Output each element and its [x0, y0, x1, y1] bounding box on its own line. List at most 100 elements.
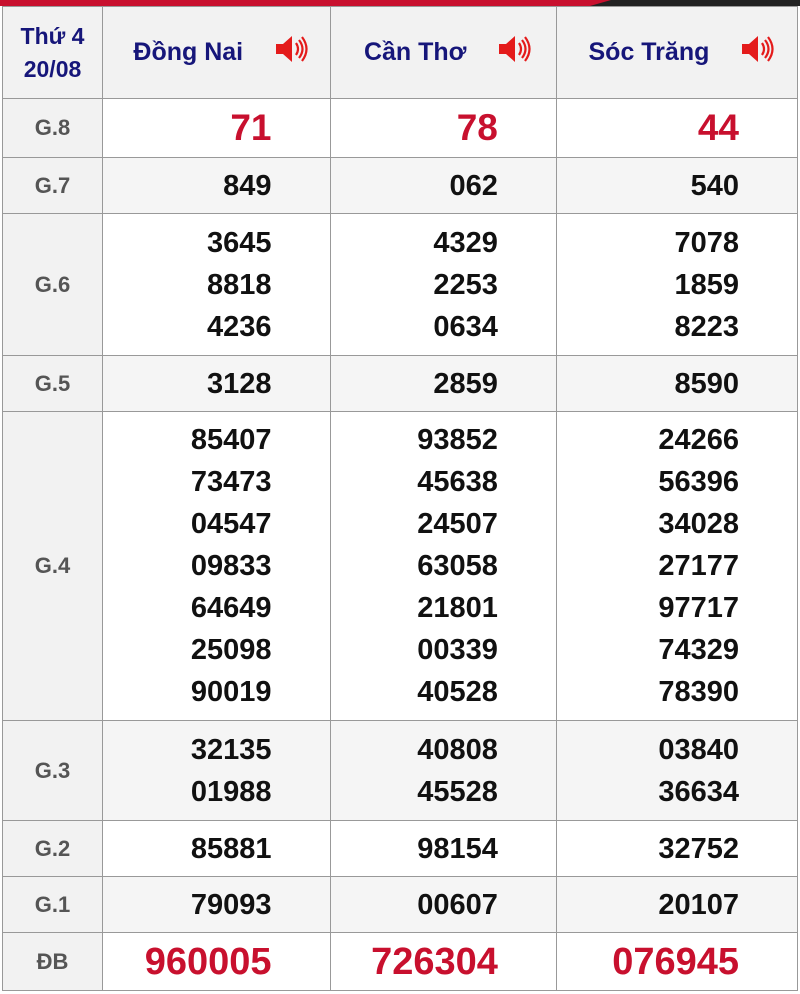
prize-cell: 3645 8818 4236 — [102, 213, 331, 356]
prize-cell: 8590 — [555, 355, 799, 412]
prize-number: 0634 — [433, 310, 498, 343]
prize-number: 71 — [230, 107, 272, 148]
date-label: 20/08 — [23, 55, 82, 82]
prize-number: 3645 — [206, 226, 272, 259]
prize-number: 960005 — [144, 940, 272, 983]
prize-label: G.8 — [2, 98, 103, 158]
prize-row: G.4 85407 73473 04547 09833 64649 25098 90019 93… — [2, 411, 799, 721]
prize-number: 64649 — [190, 592, 272, 624]
prize-number: 2859 — [433, 367, 498, 400]
prize-cell: 24266 56396 34028 27177 97717 74329 78390 — [555, 411, 799, 721]
prize-number: 44 — [697, 107, 739, 148]
prize-number: 32135 — [190, 733, 272, 766]
prize-number: 8818 — [206, 268, 272, 301]
prize-label: G.6 — [2, 213, 103, 356]
prize-number: 849 — [223, 169, 272, 202]
prize-label: G.2 — [2, 820, 103, 877]
prize-cell: 540 — [555, 157, 799, 214]
prize-cell: 849 — [102, 157, 331, 214]
speaker-icon[interactable] — [739, 31, 775, 74]
prize-number: 45528 — [417, 775, 498, 808]
province-header: Đồng Nai — [102, 6, 331, 99]
province-name: Sóc Trăng — [588, 38, 710, 66]
prize-number: 01988 — [190, 775, 272, 808]
header-row: Thứ 4 20/08 Đồng Nai Cần Thơ Sóc Trăng — [2, 6, 799, 99]
prize-label: G.5 — [2, 355, 103, 412]
prize-label: G.1 — [2, 876, 103, 933]
prize-cell: 20107 — [555, 876, 799, 933]
prize-cell: 076945 — [555, 932, 799, 991]
prize-number: 726304 — [371, 940, 498, 983]
prize-number: 73473 — [190, 466, 272, 498]
prize-cell: 79093 — [102, 876, 331, 933]
speaker-icon[interactable] — [273, 31, 309, 74]
prize-row: G.3 32135 01988 40808 45528 03840 36634 — [2, 720, 799, 821]
prize-number: 8223 — [674, 310, 739, 343]
prize-cell: 726304 — [329, 932, 557, 991]
prize-number: 97717 — [658, 592, 739, 624]
prize-number: 04547 — [190, 508, 272, 540]
prize-cell: 2859 — [329, 355, 557, 412]
day-label: Thứ 4 — [20, 22, 85, 49]
prize-number: 00607 — [417, 888, 498, 921]
prize-number: 78 — [456, 107, 498, 148]
prize-number: 74329 — [658, 634, 739, 666]
prize-number: 21801 — [417, 592, 498, 624]
prize-number: 09833 — [190, 550, 272, 582]
lottery-results-table: Thứ 4 20/08 Đồng Nai Cần Thơ Sóc Trăng G.… — [2, 6, 799, 991]
prize-number: 7078 — [674, 226, 739, 259]
prize-number: 27177 — [658, 550, 739, 582]
prize-number: 03840 — [658, 733, 739, 766]
prize-cell: 93852 45638 24507 63058 21801 00339 40528 — [329, 411, 557, 721]
prize-number: 062 — [449, 169, 498, 202]
prize-cell: 00607 — [329, 876, 557, 933]
speaker-icon[interactable] — [496, 31, 532, 74]
prize-cell: 7078 1859 8223 — [555, 213, 799, 356]
prize-label: ĐB — [2, 932, 103, 991]
prize-cell: 062 — [329, 157, 557, 214]
prize-number: 85407 — [190, 424, 272, 456]
prize-number: 076945 — [612, 940, 739, 983]
prize-cell: 32752 — [555, 820, 799, 877]
prize-cell: 71 — [102, 98, 331, 158]
prize-number: 40528 — [417, 676, 498, 708]
prize-cell: 85407 73473 04547 09833 64649 25098 90019 — [102, 411, 331, 721]
prize-number: 98154 — [417, 832, 498, 865]
prize-number: 540 — [690, 169, 739, 202]
prize-number: 85881 — [190, 832, 272, 865]
prize-cell: 40808 45528 — [329, 720, 557, 821]
prize-label: G.7 — [2, 157, 103, 214]
province-name: Cần Thơ — [363, 38, 467, 66]
prize-row: G.1 79093 00607 20107 — [2, 876, 799, 933]
prize-number: 24507 — [417, 508, 498, 540]
prize-number: 32752 — [658, 832, 739, 865]
prize-number: 78390 — [658, 676, 739, 708]
prize-row: G.2 85881 98154 32752 — [2, 820, 799, 877]
prize-number: 56396 — [658, 466, 739, 498]
province-header: Cần Thơ — [329, 6, 557, 99]
prize-row: G.8 71 78 44 — [2, 98, 799, 158]
prize-number: 4329 — [433, 226, 498, 259]
prize-cell: 960005 — [102, 932, 331, 991]
prize-number: 79093 — [190, 888, 272, 921]
prize-number: 40808 — [417, 733, 498, 766]
prize-row: G.6 3645 8818 4236 4329 2253 0634 7078 1859 8223 — [2, 213, 799, 356]
prize-number: 25098 — [190, 634, 272, 666]
prize-label: G.3 — [2, 720, 103, 821]
prize-number: 63058 — [417, 550, 498, 582]
province-name: Đồng Nai — [133, 38, 244, 66]
prize-number: 20107 — [658, 888, 739, 921]
prize-number: 00339 — [417, 634, 498, 666]
draw-date: Thứ 4 20/08 — [2, 6, 103, 99]
prize-number: 34028 — [658, 508, 739, 540]
top-accent-bar — [0, 0, 800, 6]
prize-cell: 78 — [329, 98, 557, 158]
prize-row: G.7 849 062 540 — [2, 157, 799, 214]
prize-number: 90019 — [190, 676, 272, 708]
prize-row: G.5 3128 2859 8590 — [2, 355, 799, 412]
prize-label: G.4 — [2, 411, 103, 721]
prize-number: 2253 — [433, 268, 498, 301]
prize-cell: 44 — [555, 98, 799, 158]
prize-cell: 4329 2253 0634 — [329, 213, 557, 356]
prize-cell: 98154 — [329, 820, 557, 877]
